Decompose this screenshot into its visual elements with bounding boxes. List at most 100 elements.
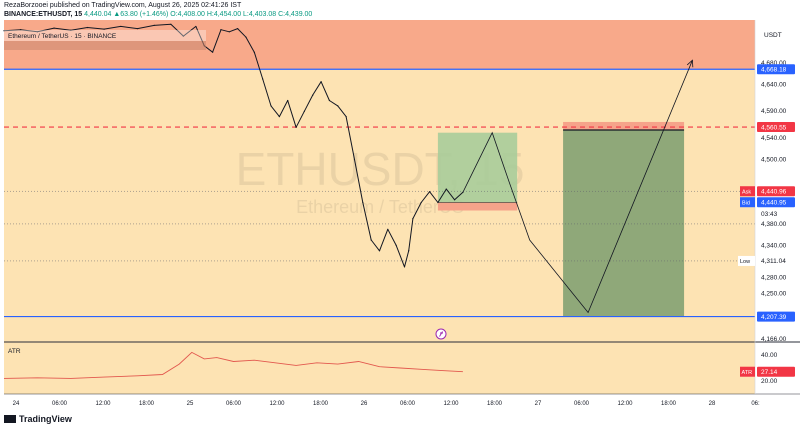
price-point (287, 99, 289, 102)
y-tick-label: 4,380.00 (761, 221, 787, 228)
currency-label[interactable]: USDT (764, 32, 782, 39)
x-tick-label: 26 (361, 401, 368, 407)
price-point (120, 25, 122, 28)
price-point (387, 228, 389, 230)
price-point (437, 201, 439, 204)
atr-value-tag: 27.14 (761, 369, 778, 376)
long-position-stop-zone[interactable] (437, 202, 518, 211)
y-tick-label: 4,640.00 (761, 81, 787, 88)
x-tick-label: 06: (751, 401, 760, 407)
price-point (362, 201, 364, 204)
x-tick-label: 18:00 (139, 401, 155, 407)
price-point (328, 99, 331, 102)
price-point (195, 25, 197, 28)
price-point (295, 126, 297, 128)
price-point (53, 27, 55, 29)
atr-title[interactable]: ATR (8, 348, 21, 355)
x-tick-label: 06:00 (52, 401, 68, 407)
chart-title[interactable]: Ethereum / TetherUS · 15 · BINANCE (8, 33, 117, 40)
publish-info: RezaBorzooei published on TradingView.co… (4, 2, 242, 9)
bid-tag: Bid (742, 201, 750, 207)
price-point (153, 24, 155, 26)
price-point (353, 158, 356, 161)
price-point (454, 199, 456, 201)
price-point (237, 27, 239, 30)
price-point (182, 35, 185, 37)
price-point (262, 78, 264, 80)
replay-icon-glyph (439, 331, 443, 337)
atr-series-line[interactable] (3, 351, 463, 379)
long-position-target-zone[interactable] (437, 132, 518, 203)
price-point (136, 27, 139, 30)
chart-title-shade (4, 41, 206, 50)
price-point (312, 94, 314, 96)
price-point (303, 110, 305, 112)
y-tick-label: 4,250.00 (761, 291, 787, 298)
price-point (170, 23, 172, 25)
indicator-background (4, 342, 755, 394)
atr-name-tag: ATR (742, 370, 753, 376)
x-tick-label: 06:00 (226, 401, 242, 407)
y-tick-label: 4,166.00 (761, 336, 787, 343)
bid-tag-bg (740, 197, 755, 208)
symbol-label[interactable]: BINANCE:ETHUSDT, 15 (4, 11, 83, 18)
tradingview-logo[interactable]: TradingView (4, 414, 72, 424)
atr-y-tick-label: 20.00 (761, 378, 778, 385)
price-point (70, 29, 72, 31)
price-point (403, 266, 406, 268)
ohlc-values: 4,440.04 ▲63.80 (+1.46%) O:4,408.00 H:4,… (84, 11, 313, 18)
price-point (3, 30, 5, 32)
y-tick-label: 4,500.00 (761, 157, 787, 164)
low-price-tag: 4,311.04 (761, 258, 786, 265)
price-point (412, 217, 414, 220)
x-tick-label: 06:00 (400, 401, 416, 407)
low-tag: Low (740, 259, 750, 265)
x-tick-label: 12:00 (95, 401, 111, 407)
level-price-tag: 4,668.18 (761, 67, 787, 74)
price-point (270, 105, 272, 107)
price-point (245, 36, 247, 38)
price-point (445, 188, 447, 190)
level-price-tag: 4,560.55 (761, 124, 787, 131)
y-tick-label: 4,540.00 (761, 135, 787, 142)
short-position-stop-zone[interactable] (563, 121, 685, 131)
price-point (86, 26, 89, 29)
short-position-target-zone[interactable] (563, 130, 685, 317)
ask-price-tag-bg (757, 186, 795, 197)
chart-title-box (4, 30, 206, 41)
x-tick-label: 24 (13, 401, 20, 407)
price-point (378, 250, 381, 252)
y-tick-label: 4,680.00 (761, 60, 787, 67)
ask-tag-bg (740, 186, 755, 197)
y-tick-label: 4,340.00 (761, 242, 787, 249)
x-tick-label: 12:00 (443, 401, 459, 407)
price-point (428, 191, 431, 193)
low-price-tag-bg (757, 255, 795, 266)
level-price-tag-bg (757, 64, 795, 75)
projection-path[interactable] (462, 60, 693, 314)
price-point (408, 250, 410, 252)
price-point (212, 51, 214, 53)
price-point (220, 29, 222, 31)
price-point (103, 28, 105, 30)
level-price-tag: 4,207.39 (761, 314, 787, 321)
price-point (420, 201, 422, 204)
x-tick-label: 28 (709, 401, 716, 407)
bid-price-tag: 4,440.95 (761, 200, 787, 207)
bid-price-tag-bg (757, 197, 795, 208)
ask-tag: Ask (742, 190, 751, 196)
price-point (20, 29, 22, 31)
price-series-line[interactable] (3, 23, 464, 268)
price-point (337, 105, 339, 107)
price-point (228, 31, 230, 33)
projection-arrowhead (686, 59, 694, 68)
x-tick-label: 18:00 (313, 401, 329, 407)
atr-value-tag-bg (757, 366, 795, 377)
ask-price-tag: 4,440.96 (761, 189, 787, 196)
x-tick-label: 27 (535, 401, 542, 407)
x-tick-label: 12:00 (269, 401, 285, 407)
atr-name-tag-bg (740, 366, 755, 377)
x-tick-label: 18:00 (487, 401, 503, 407)
price-point (395, 244, 397, 246)
